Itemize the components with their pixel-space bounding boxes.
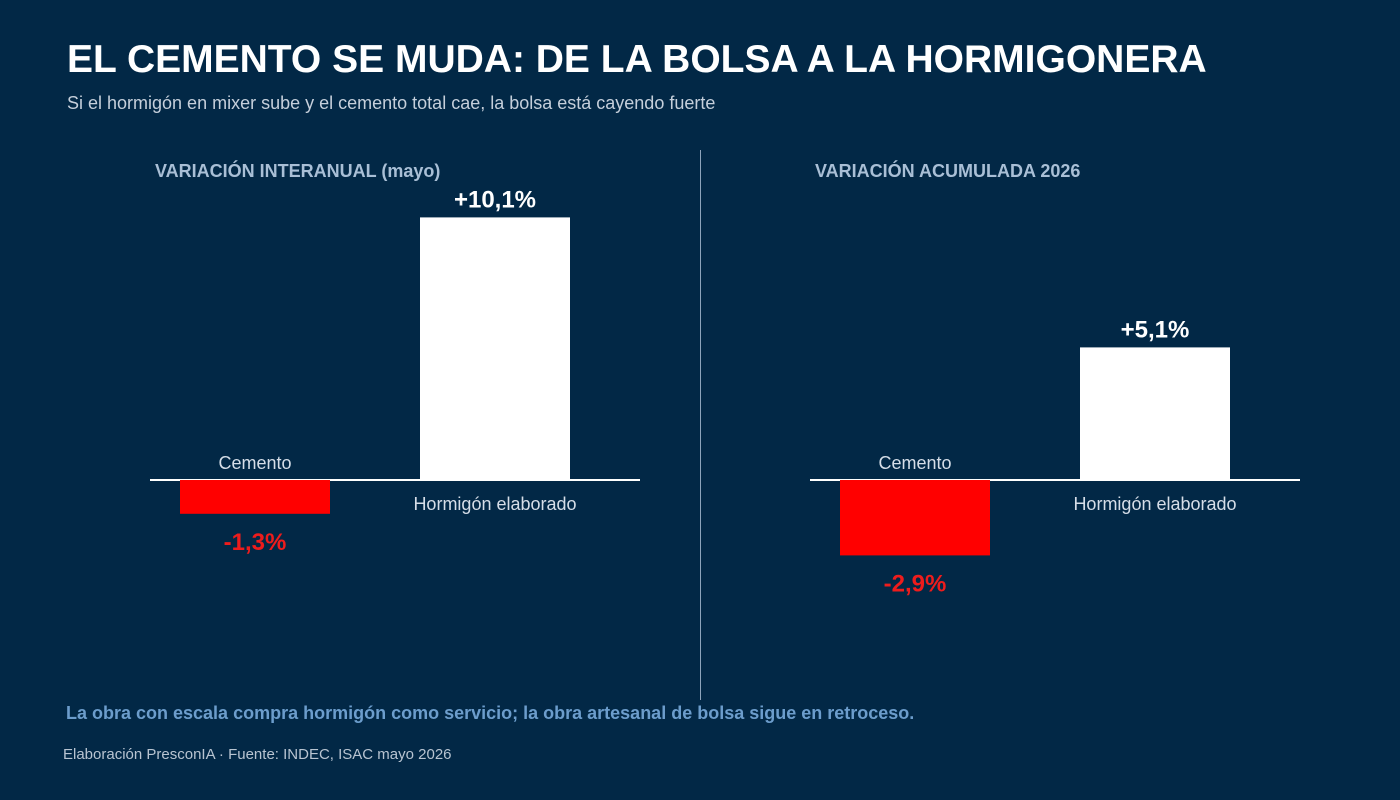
chart-acumulada: -2,9% Cemento +5,1% Hormigón elaborado <box>810 316 1300 597</box>
chart-interanual: -1,3% Cemento +10,1% Hormigón elaborado <box>150 186 640 556</box>
bar-hormigon <box>1080 347 1230 480</box>
source-credit: Elaboración PresconIA · Fuente: INDEC, I… <box>63 746 452 763</box>
panel-divider <box>700 150 701 700</box>
value-label-hormigon: +5,1% <box>1121 316 1190 343</box>
value-label-hormigon: +10,1% <box>454 186 536 213</box>
value-label-cemento: -2,9% <box>884 570 947 597</box>
takeaway-text: La obra con escala compra hormigón como … <box>66 703 915 723</box>
bar-hormigon <box>420 217 570 480</box>
panel-title-acumulada: VARIACIÓN ACUMULADA 2026 <box>815 161 1081 181</box>
category-label-hormigon: Hormigón elaborado <box>413 494 576 514</box>
value-label-cemento: -1,3% <box>224 529 287 556</box>
category-label-cemento: Cemento <box>878 453 951 473</box>
bar-cemento <box>180 480 330 514</box>
page-subtitle: Si el hormigón en mixer sube y el cement… <box>67 93 716 113</box>
category-label-hormigon: Hormigón elaborado <box>1073 494 1236 514</box>
category-label-cemento: Cemento <box>218 453 291 473</box>
panel-title-interanual: VARIACIÓN INTERANUAL (mayo) <box>155 161 441 181</box>
bar-cemento <box>840 480 990 556</box>
page-title: EL CEMENTO SE MUDA: DE LA BOLSA A LA HOR… <box>67 38 1207 81</box>
